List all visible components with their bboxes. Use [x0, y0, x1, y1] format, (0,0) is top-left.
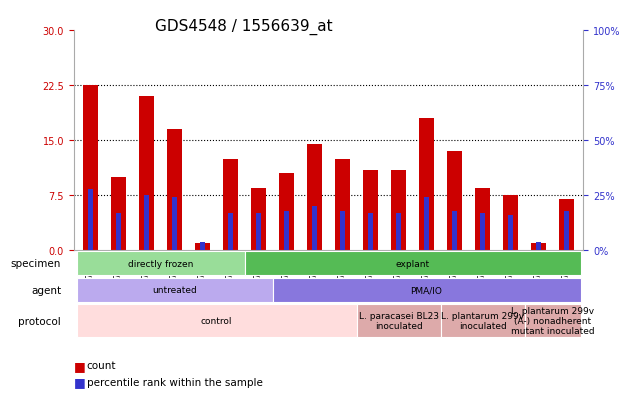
- Text: ■: ■: [74, 375, 85, 389]
- Bar: [256, 214, 262, 251]
- Bar: [424, 198, 429, 251]
- Text: untreated: untreated: [152, 285, 197, 294]
- Bar: [475, 188, 490, 251]
- Bar: [335, 159, 350, 251]
- Bar: [195, 243, 210, 251]
- Bar: [228, 214, 233, 251]
- Bar: [340, 211, 345, 251]
- Bar: [363, 170, 378, 251]
- Bar: [223, 159, 238, 251]
- Bar: [447, 152, 462, 251]
- Text: specimen: specimen: [11, 259, 61, 269]
- Bar: [284, 211, 289, 251]
- Bar: [111, 178, 126, 251]
- Bar: [76, 252, 244, 276]
- Bar: [508, 216, 513, 251]
- Text: L. plantarum 299v
(A-) nonadherent
mutant inoculated: L. plantarum 299v (A-) nonadherent mutan…: [511, 306, 594, 336]
- Bar: [480, 214, 485, 251]
- Bar: [307, 145, 322, 251]
- Bar: [76, 278, 272, 302]
- Bar: [139, 97, 154, 251]
- Bar: [419, 119, 434, 251]
- Bar: [244, 252, 581, 276]
- Bar: [531, 243, 546, 251]
- Bar: [88, 189, 93, 251]
- Bar: [391, 170, 406, 251]
- Bar: [144, 196, 149, 251]
- Bar: [440, 304, 524, 337]
- Text: L. paracasei BL23
inoculated: L. paracasei BL23 inoculated: [358, 311, 438, 330]
- Text: percentile rank within the sample: percentile rank within the sample: [87, 377, 262, 387]
- Text: count: count: [87, 361, 116, 370]
- Bar: [116, 214, 121, 251]
- Text: L. plantarum 299v
inoculated: L. plantarum 299v inoculated: [441, 311, 524, 330]
- Bar: [251, 188, 266, 251]
- Bar: [452, 211, 457, 251]
- Bar: [167, 130, 182, 251]
- Bar: [312, 207, 317, 251]
- Bar: [368, 214, 373, 251]
- Text: explant: explant: [395, 259, 429, 268]
- Text: GDS4548 / 1556639_at: GDS4548 / 1556639_at: [154, 19, 333, 35]
- Bar: [200, 242, 205, 251]
- Text: agent: agent: [31, 285, 61, 295]
- Bar: [536, 242, 541, 251]
- Bar: [524, 304, 581, 337]
- Text: directly frozen: directly frozen: [128, 259, 193, 268]
- Text: ■: ■: [74, 359, 85, 372]
- Bar: [172, 198, 177, 251]
- Text: protocol: protocol: [19, 316, 61, 326]
- Bar: [76, 304, 356, 337]
- Bar: [564, 211, 569, 251]
- Bar: [279, 174, 294, 251]
- Bar: [272, 278, 581, 302]
- Bar: [83, 86, 98, 251]
- Bar: [356, 304, 440, 337]
- Text: PMA/IO: PMA/IO: [411, 285, 442, 294]
- Text: control: control: [201, 316, 232, 325]
- Bar: [559, 199, 574, 251]
- Bar: [395, 214, 401, 251]
- Bar: [503, 196, 518, 251]
